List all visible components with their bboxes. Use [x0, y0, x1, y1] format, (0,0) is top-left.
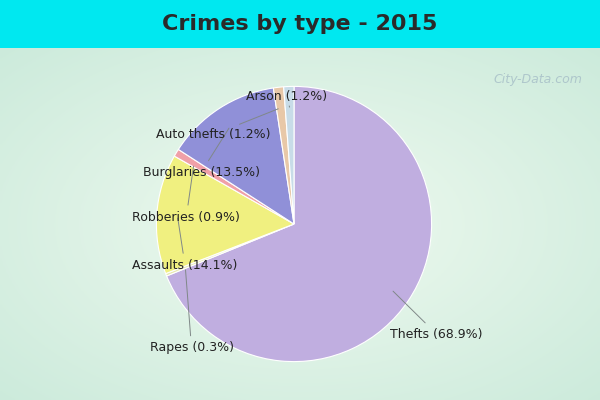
- Text: Thefts (68.9%): Thefts (68.9%): [391, 291, 483, 340]
- Text: Auto thefts (1.2%): Auto thefts (1.2%): [157, 109, 278, 141]
- Text: Arson (1.2%): Arson (1.2%): [246, 90, 327, 107]
- Wedge shape: [175, 150, 294, 224]
- Text: Assaults (14.1%): Assaults (14.1%): [133, 218, 238, 272]
- Text: Crimes by type - 2015: Crimes by type - 2015: [163, 14, 437, 34]
- Wedge shape: [166, 224, 294, 276]
- Wedge shape: [178, 88, 294, 224]
- Text: Rapes (0.3%): Rapes (0.3%): [149, 270, 233, 354]
- Wedge shape: [274, 87, 294, 224]
- Wedge shape: [284, 86, 294, 224]
- Text: Burglaries (13.5%): Burglaries (13.5%): [143, 128, 260, 179]
- Wedge shape: [167, 86, 431, 362]
- Text: Robberies (0.9%): Robberies (0.9%): [133, 166, 240, 224]
- Text: City-Data.com: City-Data.com: [493, 73, 582, 86]
- Wedge shape: [157, 156, 294, 274]
